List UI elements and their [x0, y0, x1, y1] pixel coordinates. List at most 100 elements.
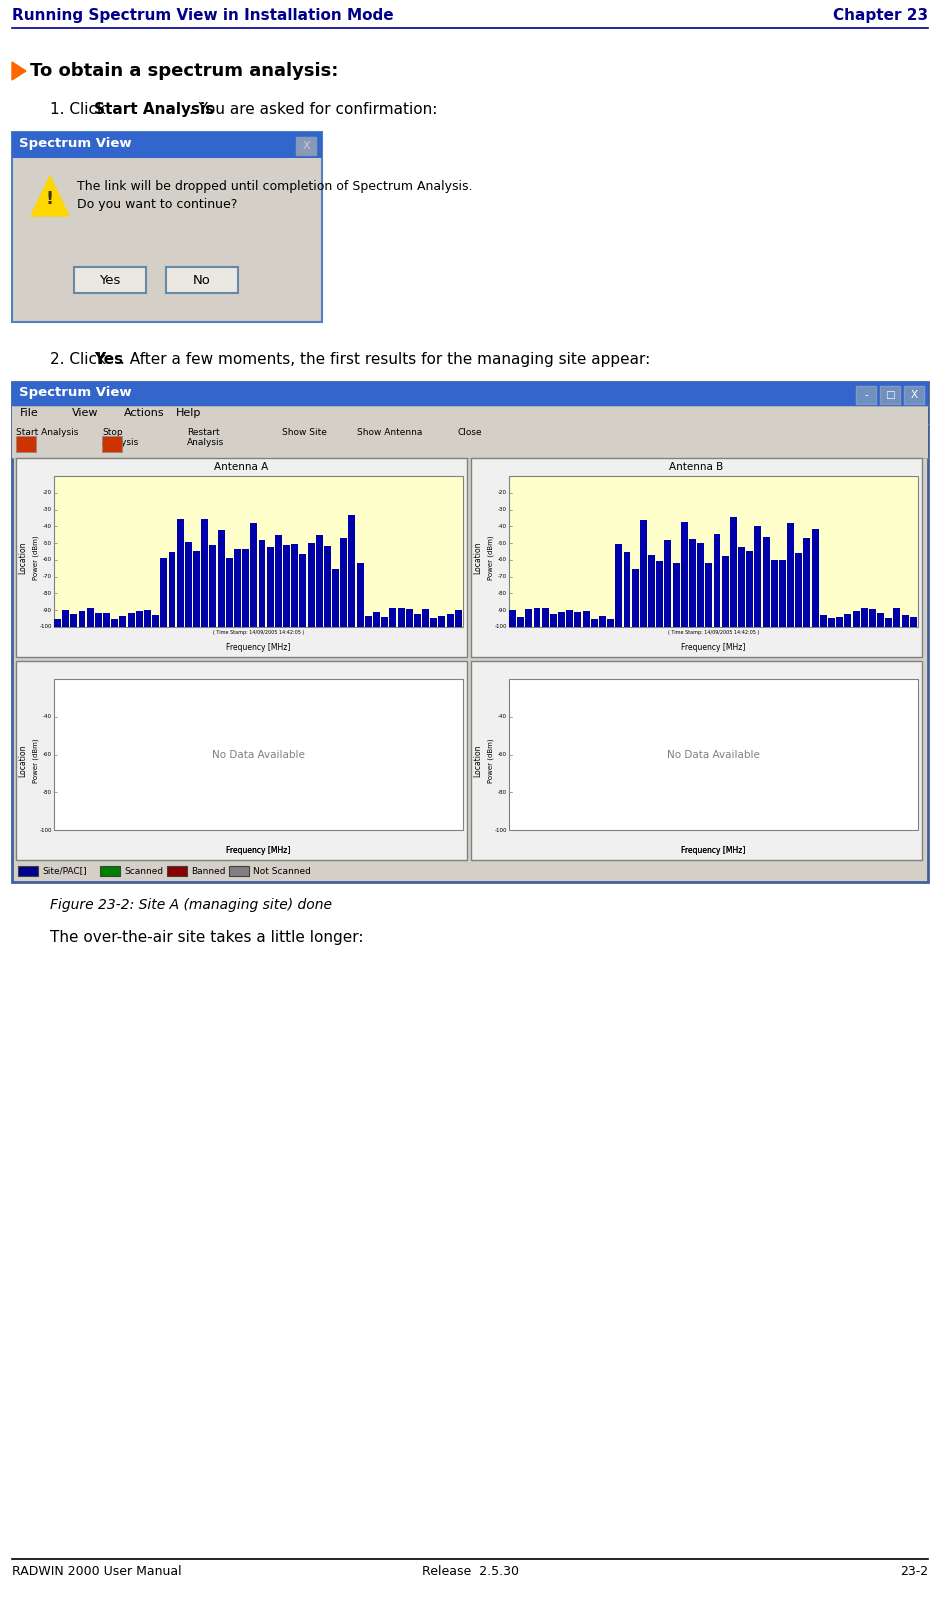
- Text: -80: -80: [43, 592, 52, 596]
- FancyBboxPatch shape: [365, 616, 372, 627]
- Text: -70: -70: [43, 574, 52, 579]
- Text: Start Analysis: Start Analysis: [16, 429, 78, 437]
- FancyBboxPatch shape: [746, 552, 753, 627]
- FancyBboxPatch shape: [135, 611, 143, 627]
- FancyBboxPatch shape: [267, 547, 274, 627]
- Text: Help: Help: [176, 408, 201, 417]
- FancyBboxPatch shape: [904, 385, 924, 405]
- FancyBboxPatch shape: [431, 617, 437, 627]
- FancyBboxPatch shape: [382, 617, 388, 627]
- FancyBboxPatch shape: [640, 520, 647, 627]
- FancyBboxPatch shape: [771, 560, 777, 627]
- FancyBboxPatch shape: [102, 437, 122, 453]
- Text: Power (dBm): Power (dBm): [488, 739, 494, 784]
- Text: Chapter 23: Chapter 23: [833, 8, 928, 22]
- FancyBboxPatch shape: [234, 548, 241, 627]
- Text: -50: -50: [498, 540, 507, 545]
- FancyBboxPatch shape: [541, 608, 549, 627]
- FancyBboxPatch shape: [119, 616, 126, 627]
- FancyBboxPatch shape: [373, 612, 380, 627]
- Text: -60: -60: [498, 752, 507, 756]
- FancyBboxPatch shape: [438, 616, 446, 627]
- Text: Figure 23-2: Site A (managing site) done: Figure 23-2: Site A (managing site) done: [50, 899, 332, 911]
- FancyBboxPatch shape: [880, 385, 900, 405]
- Text: Site/PAC[]: Site/PAC[]: [42, 867, 86, 876]
- FancyBboxPatch shape: [607, 619, 614, 627]
- Text: Stop
Analysis: Stop Analysis: [102, 429, 139, 446]
- FancyBboxPatch shape: [787, 523, 794, 627]
- Text: -40: -40: [498, 715, 507, 720]
- Text: Location: Location: [474, 540, 482, 574]
- FancyBboxPatch shape: [16, 660, 467, 860]
- FancyBboxPatch shape: [861, 608, 868, 627]
- FancyBboxPatch shape: [12, 382, 928, 883]
- Text: . You are asked for confirmation:: . You are asked for confirmation:: [189, 102, 437, 117]
- FancyBboxPatch shape: [185, 542, 192, 627]
- Text: -60: -60: [498, 558, 507, 563]
- FancyBboxPatch shape: [509, 477, 918, 627]
- FancyBboxPatch shape: [558, 612, 565, 627]
- Text: The over-the-air site takes a little longer:: The over-the-air site takes a little lon…: [50, 931, 364, 945]
- Text: -: -: [864, 390, 868, 400]
- Text: 1. Click: 1. Click: [50, 102, 111, 117]
- FancyBboxPatch shape: [901, 616, 909, 627]
- FancyBboxPatch shape: [54, 477, 463, 627]
- FancyBboxPatch shape: [722, 555, 728, 627]
- Text: ( Time Stamp: 14/09/2005 14:42:05 ): ( Time Stamp: 14/09/2005 14:42:05 ): [668, 630, 760, 635]
- FancyBboxPatch shape: [623, 552, 631, 627]
- Text: Antenna B: Antenna B: [669, 462, 724, 472]
- Text: -30: -30: [498, 507, 507, 512]
- FancyBboxPatch shape: [509, 611, 516, 627]
- FancyBboxPatch shape: [517, 617, 525, 627]
- FancyBboxPatch shape: [296, 138, 316, 155]
- Text: The link will be dropped until completion of Spectrum Analysis.: The link will be dropped until completio…: [77, 181, 473, 193]
- Text: Yes: Yes: [94, 352, 123, 368]
- FancyBboxPatch shape: [210, 545, 216, 627]
- Text: Frequency [MHz]: Frequency [MHz]: [682, 643, 745, 652]
- Text: Location: Location: [474, 744, 482, 777]
- Text: RADWIN 2000 User Manual: RADWIN 2000 User Manual: [12, 1565, 181, 1578]
- Text: Close: Close: [457, 429, 481, 437]
- Text: !: !: [46, 190, 55, 208]
- FancyBboxPatch shape: [877, 614, 884, 627]
- Text: View: View: [72, 408, 99, 417]
- FancyBboxPatch shape: [316, 536, 322, 627]
- FancyBboxPatch shape: [103, 614, 110, 627]
- FancyBboxPatch shape: [713, 534, 720, 627]
- Text: Power (dBm): Power (dBm): [33, 739, 39, 784]
- FancyBboxPatch shape: [79, 611, 86, 627]
- FancyBboxPatch shape: [648, 555, 655, 627]
- FancyBboxPatch shape: [406, 609, 413, 627]
- Text: Frequency [MHz]: Frequency [MHz]: [682, 846, 745, 855]
- Text: No: No: [193, 273, 211, 286]
- Text: -80: -80: [498, 790, 507, 795]
- Text: Location: Location: [19, 744, 27, 777]
- FancyBboxPatch shape: [689, 539, 696, 627]
- FancyBboxPatch shape: [697, 542, 704, 627]
- Text: -70: -70: [498, 574, 507, 579]
- FancyBboxPatch shape: [665, 540, 671, 627]
- FancyBboxPatch shape: [332, 569, 339, 627]
- Text: -40: -40: [498, 524, 507, 529]
- FancyBboxPatch shape: [599, 616, 606, 627]
- FancyBboxPatch shape: [177, 520, 183, 627]
- FancyBboxPatch shape: [738, 547, 745, 627]
- Text: Antenna A: Antenna A: [214, 462, 269, 472]
- Text: -40: -40: [43, 524, 52, 529]
- FancyBboxPatch shape: [762, 537, 770, 627]
- FancyBboxPatch shape: [201, 520, 208, 627]
- FancyBboxPatch shape: [300, 553, 306, 627]
- FancyBboxPatch shape: [525, 609, 532, 627]
- Text: Scanned: Scanned: [124, 867, 164, 876]
- FancyBboxPatch shape: [729, 516, 737, 627]
- Text: -60: -60: [43, 558, 52, 563]
- FancyBboxPatch shape: [828, 617, 835, 627]
- FancyBboxPatch shape: [349, 515, 355, 627]
- Text: -20: -20: [43, 491, 52, 496]
- FancyBboxPatch shape: [12, 133, 322, 158]
- FancyBboxPatch shape: [12, 406, 928, 424]
- FancyBboxPatch shape: [705, 563, 713, 627]
- FancyBboxPatch shape: [893, 608, 901, 627]
- Text: Start Analysis: Start Analysis: [94, 102, 214, 117]
- FancyBboxPatch shape: [356, 563, 364, 627]
